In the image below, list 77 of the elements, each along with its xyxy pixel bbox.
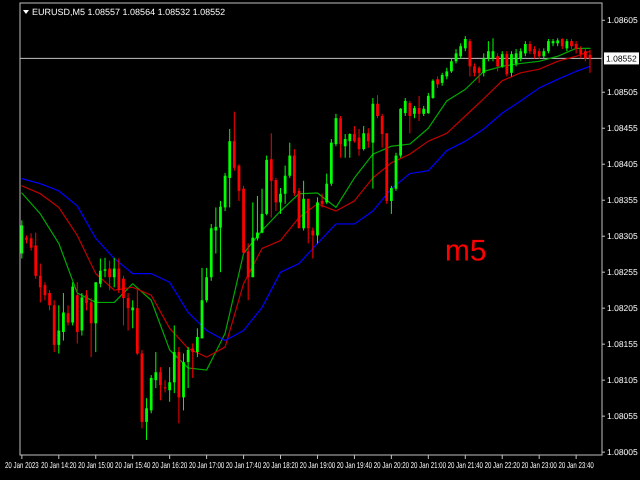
candlestick [538,48,541,60]
y-tick-label: 1.08005 [607,447,638,458]
y-tick-label: 1.08355 [607,195,638,206]
candlestick [145,398,148,440]
candlestick [117,258,120,294]
y-tick-label: 1.08605 [607,15,638,26]
candlestick [274,177,278,212]
candlestick [519,48,522,62]
candlestick [159,366,162,401]
candlestick [66,304,70,326]
candlestick [566,38,568,52]
candlestick [440,72,444,86]
x-tick-label: 20 Jan 20:20 [374,460,410,470]
candlestick [505,50,508,77]
candlestick [57,304,60,354]
candlestick [131,300,134,329]
candlestick [413,105,416,119]
y-tick-label: 1.08205 [607,303,638,314]
candlestick [325,173,328,204]
candlestick [482,52,486,77]
candlestick [450,58,453,74]
x-tick-label: 20 Jan 23:00 [522,460,557,470]
candlestick [108,260,111,291]
candlestick [376,94,379,119]
candlestick [408,100,412,134]
y-tick-label: 1.08105 [607,375,638,386]
y-tick-label: 1.08305 [607,231,638,242]
x-tick-label: 20 Jan 17:00 [188,460,224,470]
candlestick [279,187,282,214]
candlestick [496,52,499,72]
x-tick-label: 20 Jan 19:00 [300,460,336,470]
candlestick [270,132,273,218]
candlestick [459,42,462,59]
x-tick-label: 20 Jan 16:20 [152,460,188,470]
candlestick [205,267,208,303]
candlestick [288,142,292,178]
x-tick-label: 20 Jan 15:40 [115,460,150,470]
candlestick [284,165,287,204]
candlestick [126,292,130,331]
candlestick [542,48,546,59]
candlestick [500,50,504,68]
candlestick [380,113,384,148]
candlestick [122,275,125,326]
candlestick [418,95,420,122]
candlestick [432,78,434,100]
candlestick [260,188,264,234]
candlestick [38,263,42,303]
annotation: m5 [444,234,487,268]
ref-line-label: 1.08552 [606,53,637,64]
x-tick-label: 20 Jan 17:40 [226,460,262,470]
x-tick-label: 20 Jan 14:20 [41,460,76,470]
x-tick-label: 20 Jan 19:40 [336,460,372,470]
x-tick-label: 20 Jan 2023 [5,460,39,470]
x-tick-label: 20 Jan 15:00 [78,460,114,470]
y-tick-label: 1.08055 [607,411,638,422]
candlestick [256,195,259,242]
x-tick-label: 20 Jan 21:00 [410,460,446,470]
candlestick [164,380,166,393]
candlestick [98,258,102,288]
chart-title: EURUSD,M5 1.08557 1.08564 1.08532 1.08552 [32,7,226,17]
x-tick-label: 20 Jan 18:20 [262,460,298,470]
candlestick [154,352,158,389]
y-tick-label: 1.08455 [607,123,638,134]
y-tick-label: 1.08255 [607,267,638,278]
candlestick [186,346,190,389]
candlestick [524,40,527,57]
candlestick [454,48,458,64]
y-tick-label: 1.08405 [607,159,638,170]
candlestick [62,292,65,342]
candlestick [436,76,439,88]
y-tick-label: 1.08155 [607,339,638,350]
candlestick [320,193,324,208]
x-tick-label: 20 Jan 23:40 [558,460,594,470]
x-tick-label: 20 Jan 21:40 [448,460,483,470]
y-tick-label: 1.08505 [607,87,638,98]
x-tick-label: 20 Jan 22:20 [484,460,520,470]
candlestick [464,36,467,52]
